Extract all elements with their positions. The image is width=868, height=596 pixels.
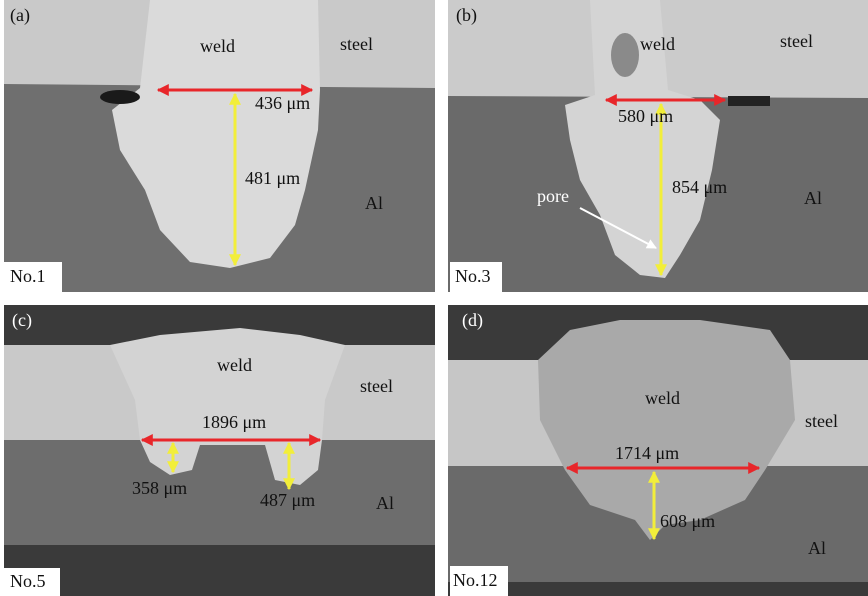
panel-b: (b) weld steel Al 580 μm 854 μm pore No.…: [448, 0, 868, 292]
sample-label: No.3: [455, 266, 491, 286]
panel-c: (c) weld steel Al 1896 μm 358 μm 487 μm …: [4, 305, 435, 596]
weld-label: weld: [645, 388, 680, 408]
weld-label: weld: [217, 355, 252, 375]
depth-label: 358 μm: [132, 478, 187, 498]
depth-label: 608 μm: [660, 511, 715, 531]
al-region: [4, 440, 435, 545]
figure: (a) weld steel Al 436 μm 481 μm No.1 (b)…: [0, 0, 868, 596]
al-label: Al: [376, 493, 394, 513]
steel-label: steel: [340, 34, 373, 54]
steel-label: steel: [360, 376, 393, 396]
panel-tag: (c): [12, 310, 32, 331]
void: [728, 96, 770, 106]
sample-label: No.12: [453, 570, 498, 590]
width-label: 436 μm: [255, 93, 310, 113]
panel-tag: (b): [456, 5, 477, 26]
depth-label: 854 μm: [672, 177, 727, 197]
al-label: Al: [804, 188, 822, 208]
panel-tag: (d): [462, 310, 483, 331]
sample-label: No.5: [10, 571, 46, 591]
weld-label: weld: [640, 34, 675, 54]
panel-tag: (a): [10, 5, 30, 26]
sample-label: No.1: [10, 266, 46, 286]
depth-label: 487 μm: [260, 490, 315, 510]
al-label: Al: [365, 193, 383, 213]
panel-d: (d) weld steel Al 1714 μm 608 μm No.12: [448, 305, 868, 596]
pore-label: pore: [537, 186, 569, 206]
steel-label: steel: [805, 411, 838, 431]
width-label: 580 μm: [618, 106, 673, 126]
void: [100, 90, 140, 104]
steel-label: steel: [780, 31, 813, 51]
width-label: 1896 μm: [202, 412, 266, 432]
panel-a: (a) weld steel Al 436 μm 481 μm No.1: [4, 0, 435, 292]
weld-core: [611, 33, 639, 77]
al-label: Al: [808, 538, 826, 558]
weld-label: weld: [200, 36, 235, 56]
depth-label: 481 μm: [245, 168, 300, 188]
width-label: 1714 μm: [615, 443, 679, 463]
